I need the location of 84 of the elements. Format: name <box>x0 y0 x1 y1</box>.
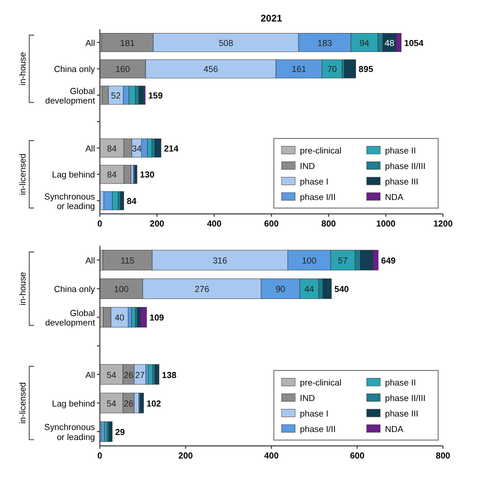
x-tick-label: 1000 <box>376 218 396 228</box>
data-label: 57 <box>338 255 348 266</box>
chart-title: 2021 <box>260 14 283 25</box>
x-tick-label: 0 <box>97 218 102 228</box>
x-tick-label: 200 <box>150 218 164 228</box>
x-tick-label: 200 <box>178 450 194 460</box>
total-label: 895 <box>358 64 374 74</box>
total-label: 649 <box>381 255 396 266</box>
total-label: 159 <box>148 90 163 101</box>
legend-label: phase I <box>300 408 328 418</box>
y-tick-label: All <box>85 370 96 380</box>
total-label: 138 <box>162 370 177 380</box>
data-label: 316 <box>212 255 228 266</box>
legend-label: phase I/II <box>300 424 336 434</box>
total-label: 130 <box>140 170 155 180</box>
data-label: 100 <box>114 284 129 294</box>
total-label: 109 <box>149 312 164 323</box>
x-tick-label: 400 <box>206 218 222 228</box>
legend-label: phase I <box>300 176 328 186</box>
data-label: 54 <box>106 398 116 408</box>
data-label: 161 <box>292 64 306 74</box>
data-label: 456 <box>204 64 218 74</box>
y-tick-label: Synchronous or leading <box>44 191 96 211</box>
total-label: 1054 <box>404 38 424 48</box>
data-label: 44 <box>304 284 314 294</box>
legend-label: phase III <box>385 176 418 186</box>
data-label: 94 <box>360 38 370 48</box>
legend-label: IND <box>300 160 315 171</box>
x-tick-label: 800 <box>321 218 336 228</box>
x-tick-label: 600 <box>264 218 279 228</box>
total-label: 102 <box>146 398 162 408</box>
y-tick-label: All <box>85 38 96 48</box>
data-label: 508 <box>218 38 234 48</box>
data-label: 27 <box>135 370 145 380</box>
total-label: 29 <box>115 426 126 437</box>
x-tick-label: 0 <box>97 450 102 460</box>
text: in-house <box>17 52 28 86</box>
legend-label: phase II <box>385 145 416 156</box>
data-label: 84 <box>107 170 117 180</box>
data-label: 160 <box>115 64 130 74</box>
legend-label: pre-clinical <box>300 377 342 388</box>
y-tick-label: All <box>85 143 96 154</box>
data-label: 90 <box>276 284 286 294</box>
legend-label: IND <box>300 392 315 403</box>
data-label: 34 <box>132 143 142 154</box>
x-tick-label: 800 <box>436 450 450 460</box>
legend-label: phase III <box>385 408 418 418</box>
data-label: 54 <box>106 370 116 380</box>
legend-label: phase I/II <box>300 192 336 202</box>
data-label: 70 <box>327 64 338 74</box>
total-label: 214 <box>164 143 179 154</box>
text: in-licensed <box>17 382 28 424</box>
data-label: 26 <box>124 370 134 380</box>
data-label: 181 <box>120 38 135 48</box>
data-label: 183 <box>318 38 332 48</box>
y-tick-label: All <box>85 255 96 266</box>
legend-label: NDA <box>385 424 404 434</box>
y-tick-label: Global development <box>45 308 96 328</box>
legend-label: pre-clinical <box>300 145 342 156</box>
y-tick-label: China only <box>54 284 96 294</box>
y-tick-label: Lag behind <box>52 398 96 408</box>
total-label: 84 <box>126 196 137 206</box>
legend-label: phase II/III <box>385 392 426 403</box>
text: in-house <box>17 272 28 306</box>
data-label: 276 <box>194 284 210 294</box>
data-label: 40 <box>114 312 125 323</box>
x-tick-label: 400 <box>264 450 279 460</box>
data-label: 26 <box>124 398 134 408</box>
data-label: 48 <box>384 38 395 48</box>
y-tick-label: Lag behind <box>52 170 96 180</box>
y-tick-label: China only <box>54 64 96 74</box>
data-label: 100 <box>302 255 317 266</box>
text: in-licensed <box>17 153 28 196</box>
data-label: 52 <box>111 90 121 101</box>
data-label: 84 <box>107 143 117 154</box>
legend-label: phase II <box>385 377 416 388</box>
y-tick-label: Synchronous or leading <box>44 422 96 442</box>
y-tick-label: Global development <box>45 86 96 106</box>
data-label: 115 <box>120 255 135 266</box>
legend-label: phase II/III <box>385 160 426 171</box>
legend-label: NDA <box>385 192 404 202</box>
total-label: 540 <box>334 284 350 294</box>
x-tick-label: 600 <box>350 450 365 460</box>
x-tick-label: 1200 <box>433 218 453 228</box>
